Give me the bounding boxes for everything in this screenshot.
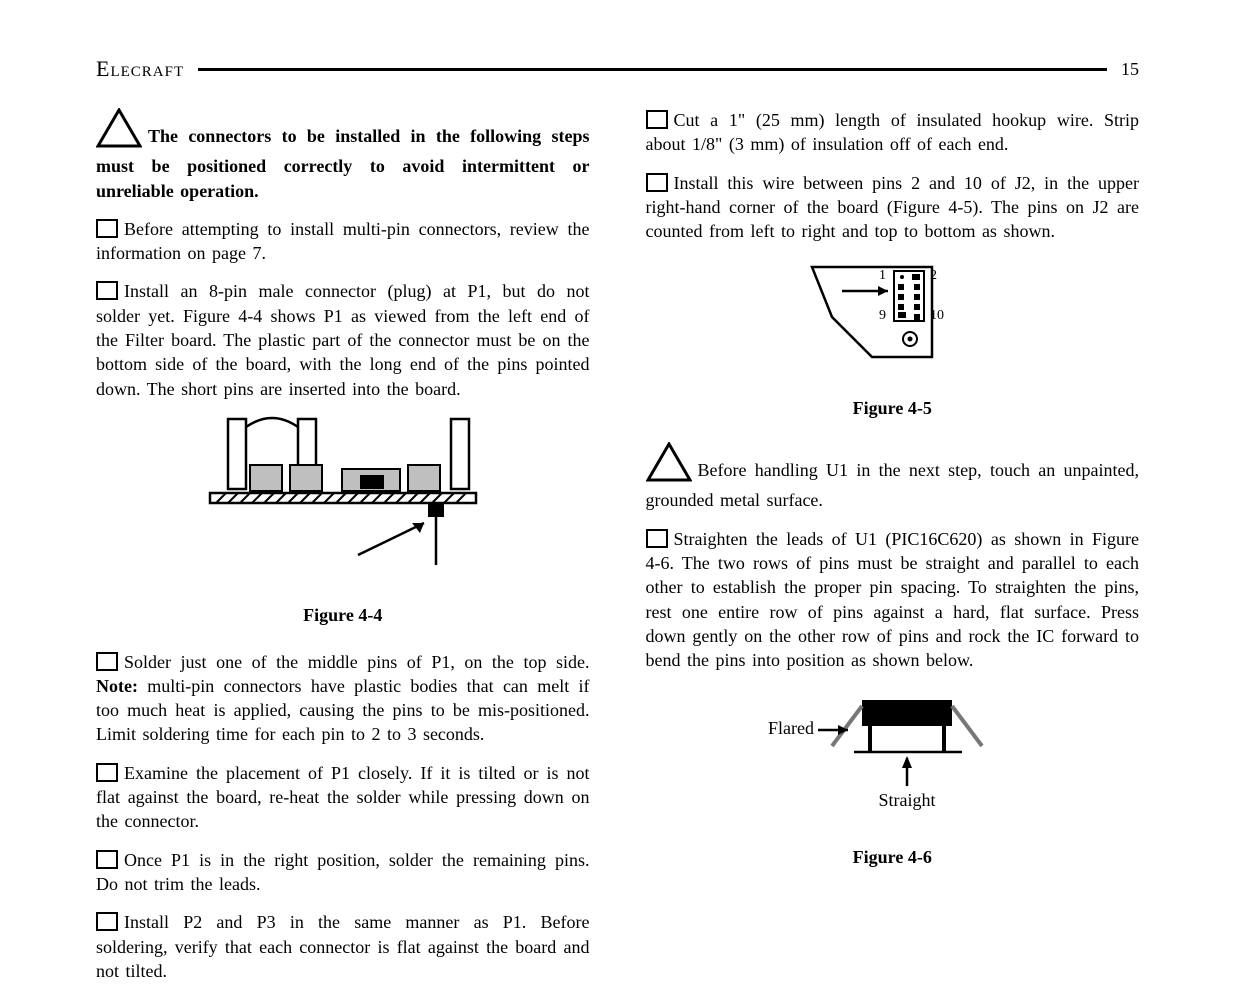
step-install-p1: Install an 8-pin male connector (plug) a… — [96, 279, 590, 400]
figure-4-4-caption: Figure 4-4 — [96, 603, 590, 627]
figure-4-6-caption: Figure 4-6 — [646, 845, 1140, 869]
step-review: Before attempting to install multi-pin c… — [96, 217, 590, 266]
step-solder-one: Solder just one of the middle pins of P1… — [96, 650, 590, 747]
step-text: Solder just one of the middle pins of P1… — [124, 652, 590, 672]
checkbox-icon — [96, 219, 118, 238]
warning-text: The connectors to be installed in the fo… — [96, 126, 590, 201]
pin-label-1: 1 — [879, 268, 886, 283]
step-text: Cut a 1" (25 mm) length of insulated hoo… — [646, 110, 1140, 154]
step-text: Install an 8-pin male connector (plug) a… — [96, 281, 590, 398]
caution-icon — [96, 108, 142, 154]
step-text: Straighten the leads of U1 (PIC16C620) a… — [646, 529, 1140, 670]
step-text: Install this wire between pins 2 and 10 … — [646, 173, 1140, 242]
right-column: Cut a 1" (25 mm) length of insulated hoo… — [646, 108, 1140, 997]
straight-label: Straight — [879, 790, 936, 810]
pin-label-2: 2 — [930, 268, 937, 283]
figure-4-5: 1 2 9 10 — [646, 257, 1140, 383]
warning-text: Before handling U1 in the next step, tou… — [646, 460, 1140, 510]
figure-4-5-caption: Figure 4-5 — [646, 396, 1140, 420]
figure-4-4 — [96, 415, 590, 591]
step-text: Before attempting to install multi-pin c… — [96, 219, 590, 263]
checkbox-icon — [646, 110, 668, 129]
step-straighten: Straighten the leads of U1 (PIC16C620) a… — [646, 527, 1140, 673]
step-solder-rest: Once P1 is in the right position, solder… — [96, 848, 590, 897]
warning-connectors: The connectors to be installed in the fo… — [96, 108, 590, 203]
step-install-wire: Install this wire between pins 2 and 10 … — [646, 171, 1140, 244]
checkbox-icon — [96, 850, 118, 869]
checkbox-icon — [96, 281, 118, 300]
step-text: Examine the placement of P1 closely. If … — [96, 763, 590, 832]
header-rule — [198, 68, 1107, 71]
pin-label-9: 9 — [879, 308, 886, 323]
step-p2-p3: Install P2 and P3 in the same manner as … — [96, 910, 590, 983]
figure-4-6: Flared Straight — [646, 686, 1140, 832]
step-examine: Examine the placement of P1 closely. If … — [96, 761, 590, 834]
note-label: Note: — [96, 676, 138, 696]
page-number: 15 — [1121, 59, 1139, 80]
step-cut-wire: Cut a 1" (25 mm) length of insulated hoo… — [646, 108, 1140, 157]
page-header: Elecraft 15 — [96, 56, 1139, 82]
checkbox-icon — [96, 763, 118, 782]
caution-icon — [646, 442, 692, 488]
step-text: Once P1 is in the right position, solder… — [96, 850, 590, 894]
warning-esd: Before handling U1 in the next step, tou… — [646, 442, 1140, 513]
step-text: multi-pin connectors have plastic bodies… — [96, 676, 590, 745]
pin-label-10: 10 — [930, 308, 944, 323]
left-column: The connectors to be installed in the fo… — [96, 108, 590, 997]
checkbox-icon — [96, 652, 118, 671]
checkbox-icon — [96, 912, 118, 931]
flared-label: Flared — [768, 718, 814, 738]
checkbox-icon — [646, 529, 668, 548]
brand: Elecraft — [96, 56, 184, 82]
step-text: Install P2 and P3 in the same manner as … — [96, 912, 590, 981]
checkbox-icon — [646, 173, 668, 192]
